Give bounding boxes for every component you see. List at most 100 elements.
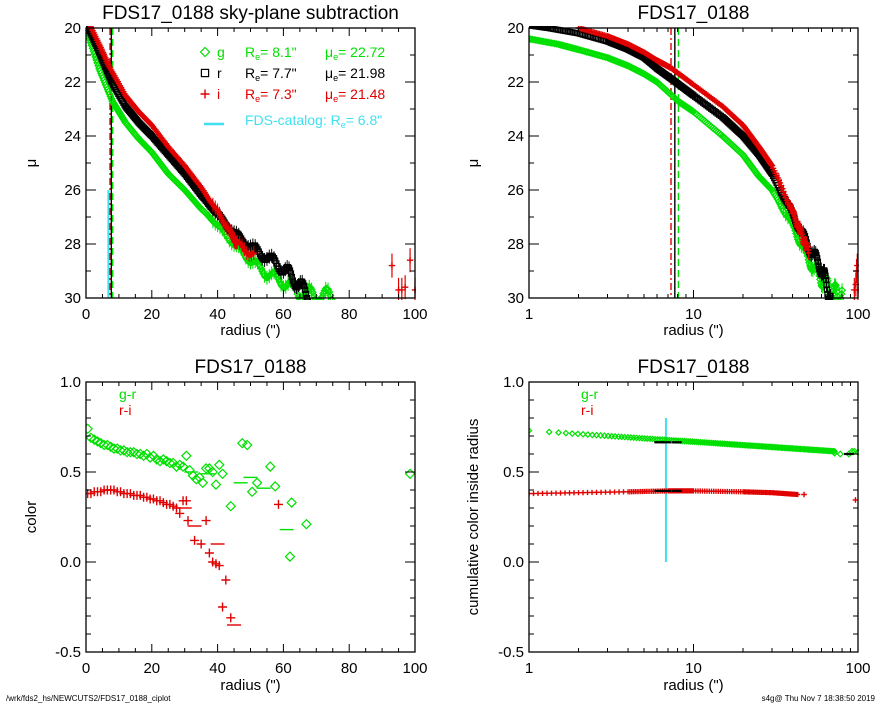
data-point: [308, 288, 317, 297]
legend-item-g-r: g-r: [119, 386, 136, 402]
data-point: [236, 437, 248, 449]
chart-title: FDS17_0188: [638, 3, 750, 24]
data-point: [836, 303, 842, 309]
series-r: [529, 26, 834, 300]
series-r-i: [529, 488, 859, 503]
x-tick-label: 1: [525, 306, 533, 323]
y-tick-label: 24: [64, 128, 81, 145]
panel-profile-linear: FDS17_0188 sky-plane subtraction radius (…: [23, 3, 428, 339]
legend-item-r-i: r-i: [581, 402, 593, 418]
data-point: [226, 613, 236, 623]
data-point: [125, 446, 136, 458]
data-point: [316, 299, 319, 300]
data-point: [214, 561, 224, 571]
data-point: [108, 443, 120, 454]
y-tick-label: 30: [507, 290, 524, 307]
data-point: [273, 499, 283, 509]
y-axis-label: cumulative color inside radius: [465, 419, 482, 616]
legend: g Re= 8.1" μe= 22.72 r Re= 7.7" μe= 21.98 i Re=…: [199, 44, 385, 130]
legend-item-g-r: g-r: [581, 386, 598, 402]
data-point: [836, 294, 846, 300]
data-point: [838, 298, 843, 300]
legend-item-r: r Re= 7.7" μe= 21.98: [200, 65, 385, 83]
legend-item-r-i: r-i: [119, 402, 131, 418]
data-point: [105, 441, 117, 453]
x-tick-label: 60: [275, 306, 292, 323]
y-tick-label: 1.0: [60, 374, 81, 391]
data-point: [404, 468, 416, 480]
data-point: [301, 286, 309, 293]
x-axis-label: radius ("): [220, 677, 280, 694]
data-point: [331, 299, 334, 300]
legend-re: Re= 7.3": [245, 86, 297, 104]
data-point: [852, 497, 859, 503]
data-point: [190, 535, 200, 545]
data-point: [779, 185, 786, 192]
data-point: [571, 490, 577, 496]
data-point: [196, 539, 206, 549]
y-tick-label: 0.5: [60, 464, 81, 481]
legend-mu: μe= 22.72: [325, 44, 385, 62]
data-point: [548, 490, 555, 496]
data-point: [138, 450, 149, 462]
data-point: [111, 443, 123, 454]
y-tick-label: 26: [64, 182, 81, 199]
data-point: [620, 489, 627, 495]
legend-band-label: i: [217, 86, 220, 102]
data-point: [678, 437, 686, 445]
data-point: [217, 468, 228, 480]
data-point: [545, 428, 553, 436]
data-point: [598, 489, 604, 495]
series-g-r-bins: [184, 471, 294, 531]
x-tick-label: 80: [341, 306, 358, 323]
data-point: [832, 283, 841, 293]
x-tick-label: 10: [685, 660, 702, 677]
data-point: [85, 18, 91, 24]
data-point: [768, 161, 775, 168]
data-point: [579, 430, 587, 438]
data-point: [320, 286, 329, 295]
x-axis-label: radius ("): [663, 322, 723, 339]
y-tick-label: 20: [64, 20, 81, 37]
data-point: [180, 450, 192, 462]
y-tick-label: 26: [507, 182, 524, 199]
series-i-outer: [388, 248, 416, 300]
data-point: [535, 490, 541, 497]
data-point: [86, 35, 94, 44]
data-point: [175, 508, 185, 518]
data-point: [115, 445, 126, 456]
data-point: [174, 459, 186, 471]
series-r-i: [86, 485, 283, 623]
data-point: [181, 496, 191, 506]
series-g: [86, 26, 336, 300]
data-point: [562, 490, 568, 496]
y-tick-label: 28: [64, 236, 81, 253]
legend-marker: [200, 89, 210, 99]
data-point: [118, 445, 130, 456]
x-tick-label: 100: [845, 660, 870, 677]
series-r: [86, 26, 311, 300]
legend-band-label: g: [217, 44, 225, 60]
data-point: [92, 436, 103, 447]
legend-re: Re= 7.7": [245, 65, 297, 83]
data-point: [529, 491, 532, 497]
series-re-markers: [654, 441, 854, 492]
data-point: [88, 434, 100, 445]
series-r-i-bins: [177, 507, 242, 626]
data-point: [207, 466, 219, 478]
data-point: [98, 439, 110, 451]
x-tick-label: 0: [82, 660, 90, 677]
data-point: [814, 258, 822, 266]
legend-band-label: r: [217, 65, 222, 81]
data-point: [218, 602, 228, 612]
x-tick-label: 100: [845, 306, 870, 323]
data-point: [288, 273, 296, 281]
data-point: [584, 431, 592, 439]
data-point: [553, 490, 559, 496]
data-point: [157, 454, 169, 465]
data-point: [830, 449, 839, 457]
data-point: [318, 299, 320, 300]
data-point: [204, 548, 214, 558]
